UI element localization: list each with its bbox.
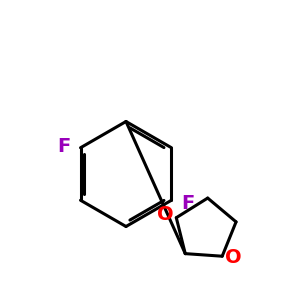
Text: F: F bbox=[181, 194, 195, 213]
Text: O: O bbox=[157, 205, 173, 224]
Text: O: O bbox=[225, 248, 242, 267]
Text: F: F bbox=[57, 137, 71, 156]
